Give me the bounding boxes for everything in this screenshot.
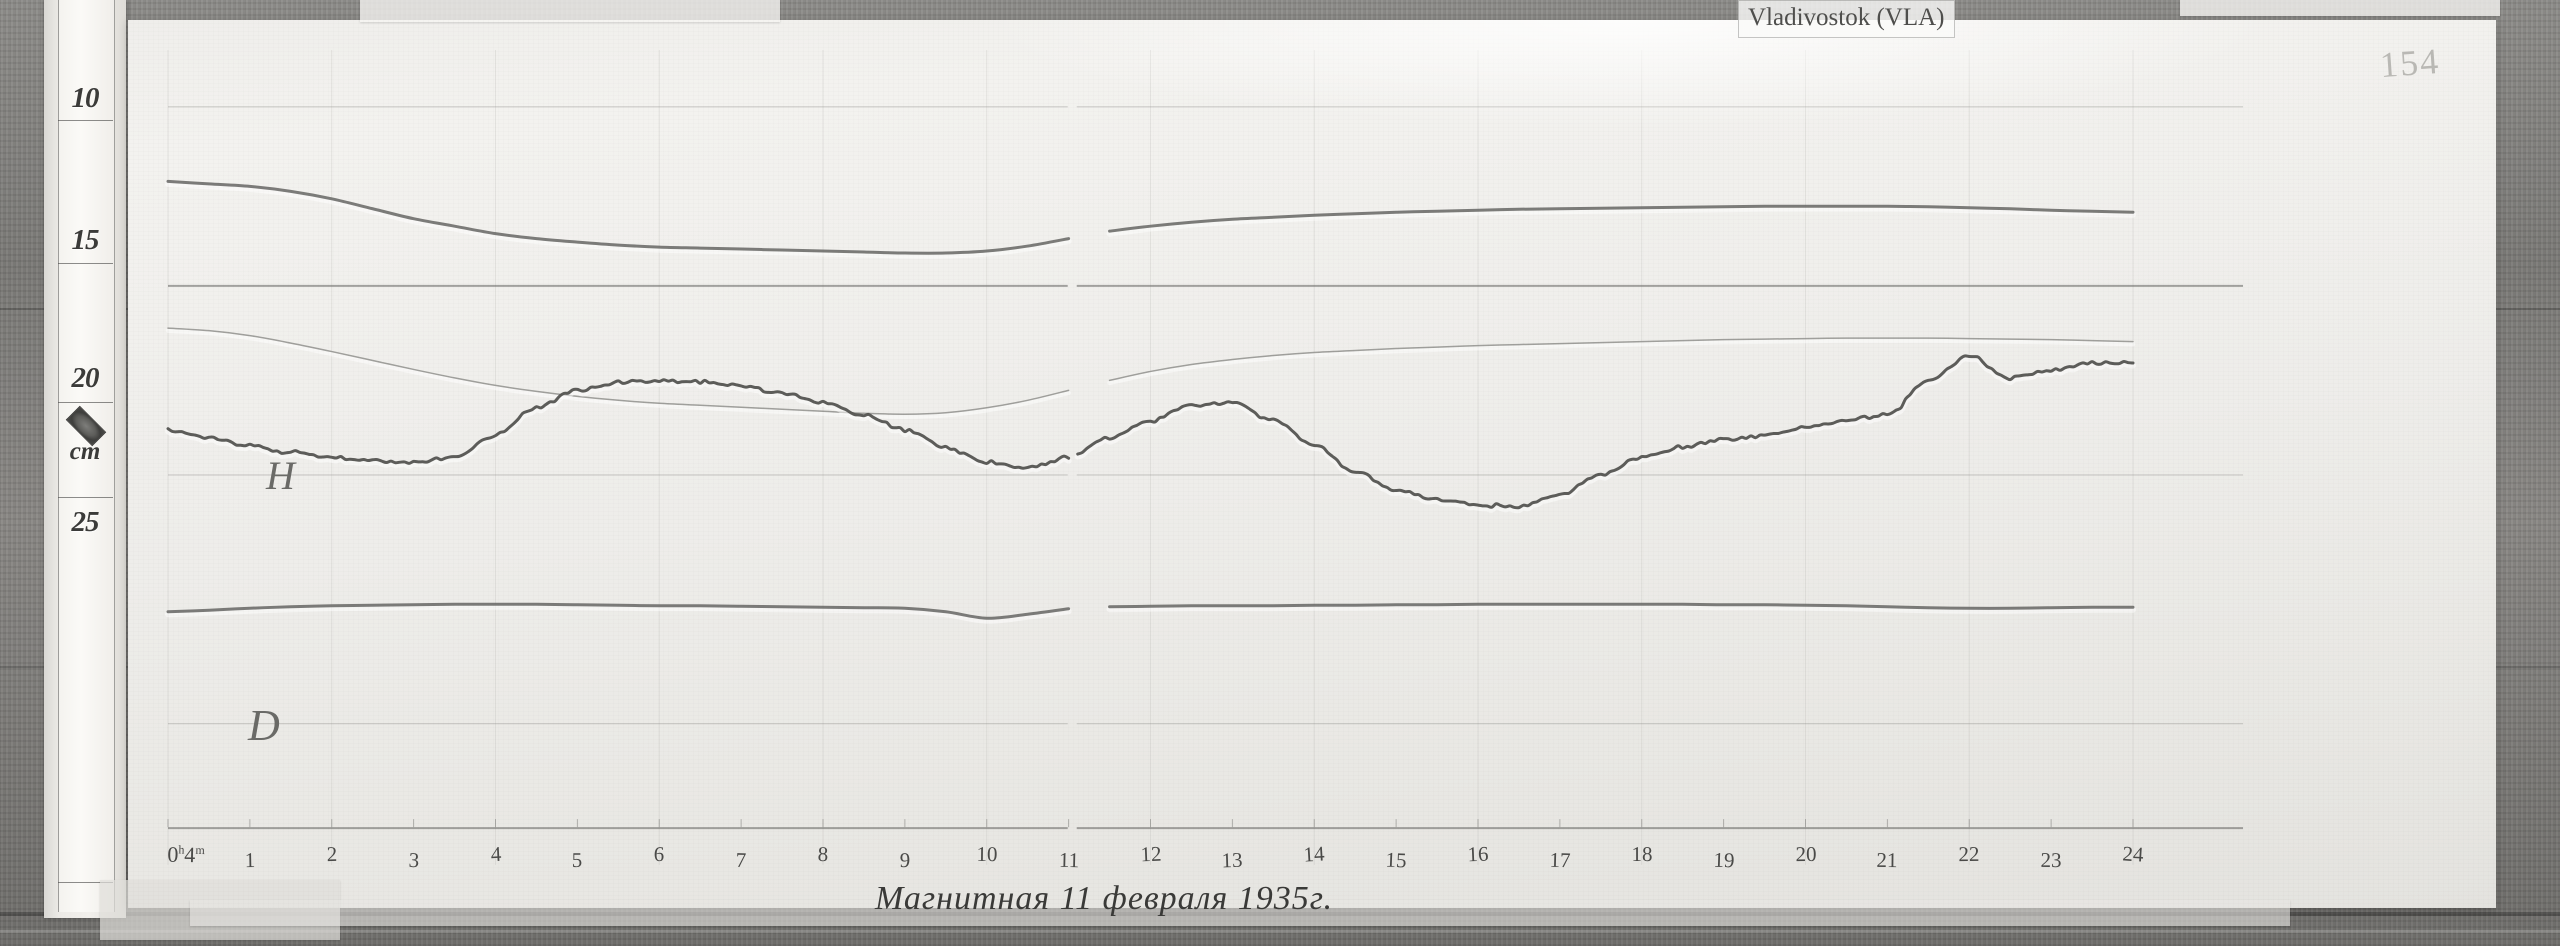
ruler-tick — [58, 120, 113, 121]
ruler-face — [58, 0, 115, 912]
time-tick-label-15: 15 — [1385, 847, 1408, 873]
time-tick-label-18: 18 — [1631, 842, 1653, 867]
time-tick-label-9: 9 — [899, 848, 911, 873]
time-tick-label-16: 16 — [1466, 841, 1489, 867]
ruler-tick — [58, 402, 113, 403]
ruler-tick — [58, 882, 113, 883]
time-tick-label-11: 11 — [1058, 847, 1080, 873]
trace-label-H: H — [266, 453, 295, 498]
trace-label-D: D — [248, 701, 280, 750]
time-tick-label-0: 0h4m — [167, 841, 205, 868]
ruler-mark-20: 20 — [71, 362, 100, 394]
time-tick-label-8: 8 — [817, 841, 829, 867]
time-tick-label-17: 17 — [1549, 847, 1571, 873]
time-tick-label-20: 20 — [1794, 841, 1817, 867]
time-tick-label-14: 14 — [1303, 841, 1326, 867]
time-tick-label-22: 22 — [1958, 842, 1980, 867]
time-tick-label-10: 10 — [976, 842, 998, 867]
time-tick-label-3: 3 — [407, 847, 420, 873]
ruler-tick — [58, 263, 113, 264]
time-tick-label-24: 24 — [2121, 841, 2145, 867]
magnetogram-traces — [165, 50, 2243, 865]
ruler-mark-10: 10 — [71, 82, 100, 114]
ruler-unit-label: cm — [69, 438, 101, 465]
time-tick-label-5: 5 — [572, 848, 583, 873]
handwritten-caption: Магнитная 11 февраля 1935г. — [875, 880, 1334, 917]
time-tick-label-21: 21 — [1876, 848, 1899, 873]
time-tick-label-23: 23 — [2040, 848, 2062, 873]
time-tick-label-12: 12 — [1139, 841, 1162, 867]
desk-plank-seam — [0, 930, 2560, 933]
tape-strip-top — [360, 0, 780, 22]
ruler-mark-15: 15 — [71, 224, 100, 256]
time-tick-label-2: 2 — [326, 842, 338, 867]
tape-strip-top — [2180, 0, 2500, 16]
sheet-lower-edge — [190, 900, 2290, 926]
time-tick-label-4: 4 — [489, 841, 502, 867]
time-tick-label-6: 6 — [653, 842, 665, 867]
station-label[interactable]: Vladivostok (VLA) — [1738, 0, 1955, 38]
ruler-tick — [58, 497, 113, 498]
plot-area — [128, 20, 2496, 908]
time-tick-label-19: 19 — [1712, 847, 1735, 873]
catalog-number: 154 — [2378, 40, 2442, 86]
time-tick-label-7: 7 — [735, 848, 747, 873]
time-tick-label-1: 1 — [244, 848, 256, 873]
time-tick-label-13: 13 — [1221, 847, 1244, 873]
ruler-mark-25: 25 — [71, 506, 100, 538]
